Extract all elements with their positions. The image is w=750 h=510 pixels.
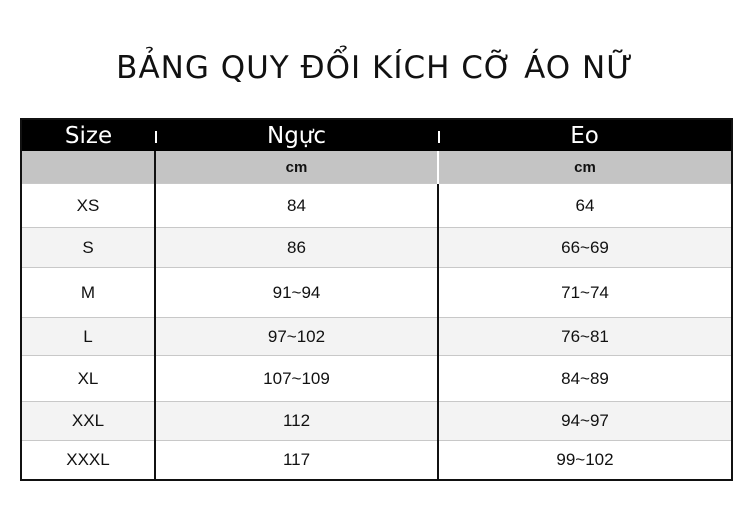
header-chest: Ngực: [155, 119, 438, 151]
table-row: XXL 112 94~97: [21, 401, 732, 441]
unit-waist: cm: [438, 151, 732, 184]
chest-cell: 84: [155, 183, 439, 228]
unit-row: cm cm: [21, 151, 732, 184]
page-title: BẢNG QUY ĐỔI KÍCH CỠ ÁO NỮ: [116, 50, 634, 86]
table-row: M 91~94 71~74: [21, 267, 732, 318]
unit-chest: cm: [155, 151, 439, 184]
size-cell: L: [21, 317, 156, 356]
size-cell: M: [21, 267, 156, 318]
waist-cell: 66~69: [438, 227, 732, 268]
chest-cell: 112: [155, 401, 439, 441]
chest-cell: 97~102: [155, 317, 439, 356]
header-size: Size: [21, 119, 155, 151]
waist-cell: 99~102: [438, 440, 732, 480]
table-row: S 86 66~69: [21, 227, 732, 268]
header-waist: Eo: [438, 119, 732, 151]
size-cell: XL: [21, 355, 156, 402]
waist-cell: 94~97: [438, 401, 732, 441]
table-row: XXXL 117 99~102: [21, 440, 732, 480]
chest-cell: 86: [155, 227, 439, 268]
table-row: XL 107~109 84~89: [21, 355, 732, 402]
chest-cell: 117: [155, 440, 439, 480]
table-row: XS 84 64: [21, 183, 732, 228]
size-cell: XXXL: [21, 440, 156, 480]
waist-cell: 76~81: [438, 317, 732, 356]
size-chart-table: Size Ngực Eo cm cm XS 84 64 S 86 66~69 M…: [20, 118, 733, 481]
waist-cell: 64: [438, 183, 732, 228]
table-row: L 97~102 76~81: [21, 317, 732, 356]
chest-cell: 91~94: [155, 267, 439, 318]
waist-cell: 84~89: [438, 355, 732, 402]
waist-cell: 71~74: [438, 267, 732, 318]
chest-cell: 107~109: [155, 355, 439, 402]
size-cell: XS: [21, 183, 156, 228]
unit-size: [21, 151, 156, 184]
table-header-row: Size Ngực Eo: [21, 119, 732, 151]
size-cell: XXL: [21, 401, 156, 441]
size-cell: S: [21, 227, 156, 268]
